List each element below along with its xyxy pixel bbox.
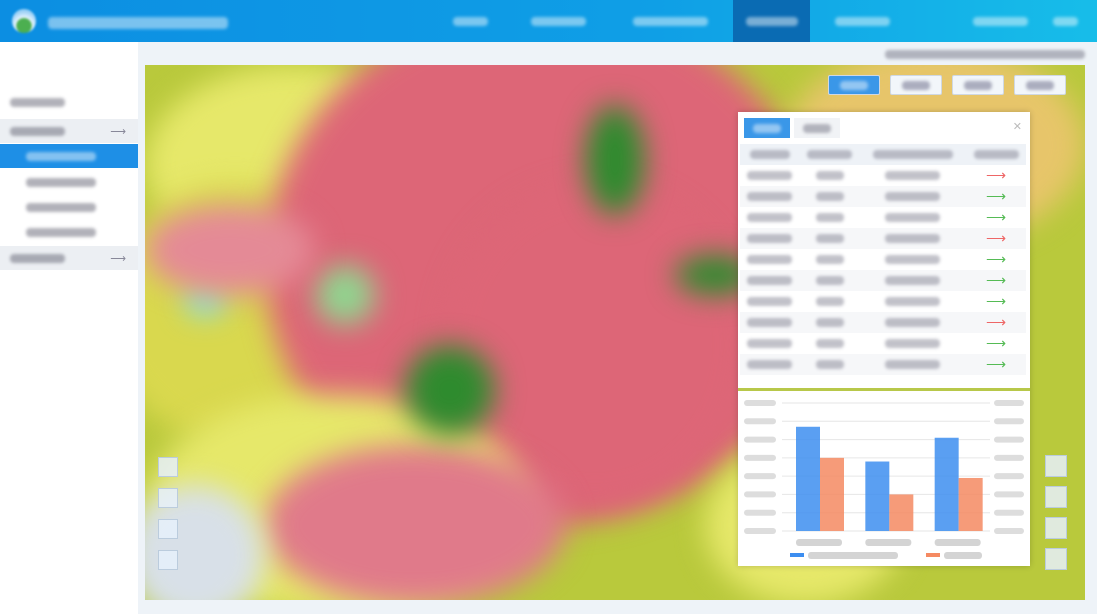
sidebar-item-2[interactable]: ⟶	[0, 119, 138, 143]
logo-icon	[12, 9, 36, 33]
table-row[interactable]: ⟶	[740, 228, 1026, 249]
table-row[interactable]: ⟶	[740, 333, 1026, 354]
bar	[958, 477, 983, 531]
sidebar-item-7[interactable]: ⟶	[0, 246, 138, 270]
map-control-button-3[interactable]	[158, 519, 178, 539]
trend-arrow-icon: ⟶	[986, 335, 1007, 351]
bar	[796, 426, 820, 531]
map-layer-button-3[interactable]	[952, 75, 1004, 95]
bar	[820, 457, 844, 531]
nav-tab-1[interactable]	[440, 0, 500, 42]
y-tick-label	[744, 473, 776, 480]
x-tick-label	[934, 539, 981, 546]
legend-swatch	[926, 553, 940, 557]
statistics-panel: ✕ ⟶ ⟶ ⟶ ⟶ ⟶ ⟶ ⟶ ⟶ ⟶ ⟶	[738, 112, 1030, 566]
sidebar: ⟶ ⟶	[0, 42, 138, 614]
trend-arrow-icon: ⟶	[986, 209, 1007, 225]
map-region	[405, 345, 495, 435]
y2-tick-label	[994, 436, 1024, 443]
y-tick-label	[744, 509, 776, 516]
nav-tab-3[interactable]	[620, 0, 720, 42]
map-control-button-1[interactable]	[158, 457, 178, 477]
panel-tab-2[interactable]	[794, 118, 840, 138]
map-region	[145, 205, 315, 295]
panel-tab-1[interactable]	[744, 118, 790, 138]
y2-tick-label	[994, 509, 1024, 516]
x-tick-label	[796, 539, 842, 546]
bar	[889, 494, 914, 531]
bar	[934, 437, 959, 531]
sidebar-item-6[interactable]	[0, 220, 138, 244]
table-row[interactable]: ⟶	[740, 270, 1026, 291]
chevron-icon: ⟶	[110, 125, 126, 138]
breadcrumb	[885, 46, 1085, 64]
map-layer-button-1[interactable]	[828, 75, 880, 95]
app-title	[48, 14, 228, 32]
y-tick-label	[744, 436, 776, 443]
y2-tick-label	[994, 528, 1024, 534]
sidebar-item-3[interactable]	[0, 144, 138, 168]
trend-arrow-icon: ⟶	[986, 314, 1007, 330]
top-header	[0, 0, 1097, 42]
table-row[interactable]: ⟶	[740, 165, 1026, 186]
map-control-button-4[interactable]	[158, 550, 178, 570]
column-header	[966, 144, 1026, 165]
column-header	[799, 144, 860, 165]
y2-tick-label	[994, 418, 1024, 425]
y-tick-label	[744, 528, 776, 534]
legend-swatch	[790, 553, 804, 557]
map-layer-button-4[interactable]	[1014, 75, 1066, 95]
nav-tab-5[interactable]	[822, 0, 902, 42]
y-tick-label	[744, 400, 776, 406]
sidebar-item-5[interactable]	[0, 195, 138, 219]
y-tick-label	[744, 491, 776, 498]
map-tool-button-4[interactable]	[1045, 548, 1067, 570]
map-control-button-2[interactable]	[158, 488, 178, 508]
nav-tab-4[interactable]	[733, 0, 810, 42]
map-tool-button-1[interactable]	[1045, 455, 1067, 477]
table-row[interactable]: ⟶	[740, 354, 1026, 375]
trend-arrow-icon: ⟶	[986, 272, 1007, 288]
close-icon[interactable]: ✕	[1012, 121, 1022, 133]
trend-arrow-icon: ⟶	[986, 251, 1007, 267]
y-tick-label	[744, 418, 776, 425]
nav-tab-7[interactable]	[1040, 0, 1090, 42]
sidebar-item-4[interactable]	[0, 170, 138, 194]
table-row[interactable]: ⟶	[740, 207, 1026, 228]
statistics-table: ⟶ ⟶ ⟶ ⟶ ⟶ ⟶ ⟶ ⟶ ⟶ ⟶	[740, 144, 1026, 375]
map-region	[585, 105, 645, 215]
legend-label	[808, 552, 898, 559]
chevron-icon: ⟶	[110, 252, 126, 265]
trend-arrow-icon: ⟶	[986, 167, 1007, 183]
map-layer-button-2[interactable]	[890, 75, 942, 95]
x-tick-label	[865, 539, 912, 546]
column-header	[740, 144, 800, 165]
y-tick-label	[744, 454, 776, 461]
y2-tick-label	[994, 491, 1024, 498]
nav-tab-2[interactable]	[518, 0, 598, 42]
map-region	[315, 265, 375, 325]
trend-arrow-icon: ⟶	[986, 293, 1007, 309]
trend-arrow-icon: ⟶	[986, 230, 1007, 246]
table-row[interactable]: ⟶	[740, 249, 1026, 270]
table-row[interactable]: ⟶	[740, 291, 1026, 312]
y2-tick-label	[994, 473, 1024, 480]
trend-arrow-icon: ⟶	[986, 356, 1007, 372]
map-tool-button-3[interactable]	[1045, 517, 1067, 539]
trend-arrow-icon: ⟶	[986, 188, 1007, 204]
sidebar-item-1	[0, 90, 138, 114]
y2-tick-label	[994, 400, 1024, 406]
map-tool-button-2[interactable]	[1045, 486, 1067, 508]
y2-tick-label	[994, 454, 1024, 461]
column-header	[859, 144, 967, 165]
table-row[interactable]: ⟶	[740, 312, 1026, 333]
table-row[interactable]: ⟶	[740, 186, 1026, 207]
bar	[865, 461, 890, 531]
nav-tab-6[interactable]	[960, 0, 1040, 42]
map-region	[265, 445, 565, 600]
legend-label	[944, 552, 982, 559]
bar-chart	[738, 388, 1030, 559]
